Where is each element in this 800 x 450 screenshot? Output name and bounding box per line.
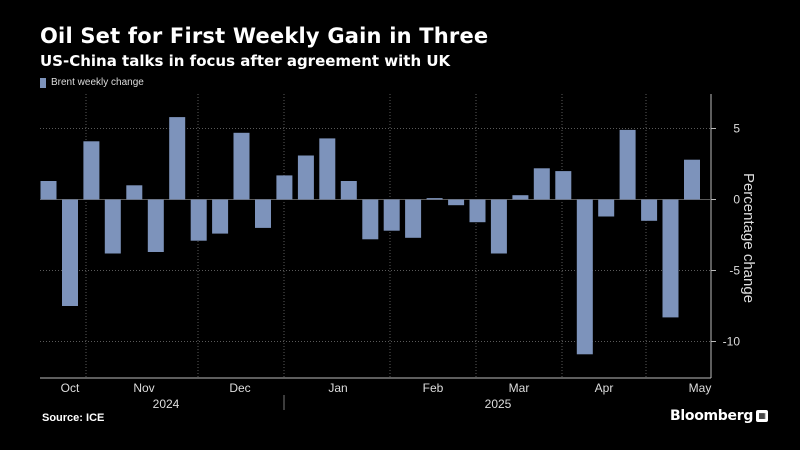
bar-30	[684, 159, 700, 200]
bar-13	[319, 138, 336, 200]
bar-15	[362, 199, 379, 240]
y-axis-label: Percentage change	[740, 173, 757, 303]
y-tick-label: -10	[723, 335, 741, 349]
bar-21	[490, 199, 507, 254]
bar-2	[83, 141, 100, 200]
bar-12	[297, 155, 314, 200]
x-month-label: Feb	[423, 381, 444, 395]
bar-10	[255, 199, 271, 228]
bloomberg-mark-icon: ▦	[756, 410, 769, 422]
bar-28	[641, 199, 658, 221]
x-month-label: Nov	[133, 381, 154, 395]
bar-14	[340, 181, 357, 200]
bar-1	[62, 199, 78, 306]
bar-26	[598, 199, 615, 217]
bar-8	[212, 199, 229, 234]
bar-16	[383, 199, 400, 231]
bar-5	[147, 199, 164, 252]
source-note: Source: ICE	[42, 412, 105, 424]
bar-29	[662, 199, 679, 318]
bar-25	[576, 199, 593, 355]
bar-22	[512, 195, 529, 200]
bar-18	[426, 198, 443, 200]
bar-9	[233, 132, 250, 200]
y-tick-label: 0	[733, 193, 740, 207]
chart-legend: Brent weekly change	[40, 77, 144, 88]
x-month-label: Mar	[509, 381, 530, 395]
bar-27	[619, 129, 636, 200]
legend-label: Brent weekly change	[51, 77, 144, 88]
bar-7	[190, 199, 207, 241]
x-month-label: Jan	[328, 381, 347, 395]
x-year-label: 2025	[485, 397, 512, 411]
legend-swatch	[40, 77, 46, 88]
chart-subtitle: US-China talks in focus after agreement …	[40, 52, 451, 70]
bar-6	[169, 117, 186, 200]
bar-3	[104, 199, 121, 254]
bar-20	[469, 199, 486, 223]
bar-0	[40, 181, 57, 200]
x-month-label: Apr	[595, 381, 614, 395]
bar-17	[405, 199, 422, 238]
y-tick-label: 5	[733, 122, 740, 136]
bar-4	[126, 185, 143, 200]
x-month-label: Oct	[61, 381, 80, 395]
brand-label: Bloomberg	[670, 408, 754, 424]
bar-24	[555, 171, 572, 200]
bloomberg-logo: Bloomberg ▦	[670, 408, 769, 424]
x-year-label: 2024	[153, 397, 180, 411]
bar-11	[276, 175, 293, 200]
x-month-label: May	[689, 381, 712, 395]
bar-19	[448, 199, 465, 206]
bar-23	[533, 168, 550, 200]
y-tick-label: -5	[729, 264, 740, 278]
x-month-label: Dec	[229, 381, 250, 395]
chart-title: Oil Set for First Weekly Gain in Three	[40, 24, 489, 48]
